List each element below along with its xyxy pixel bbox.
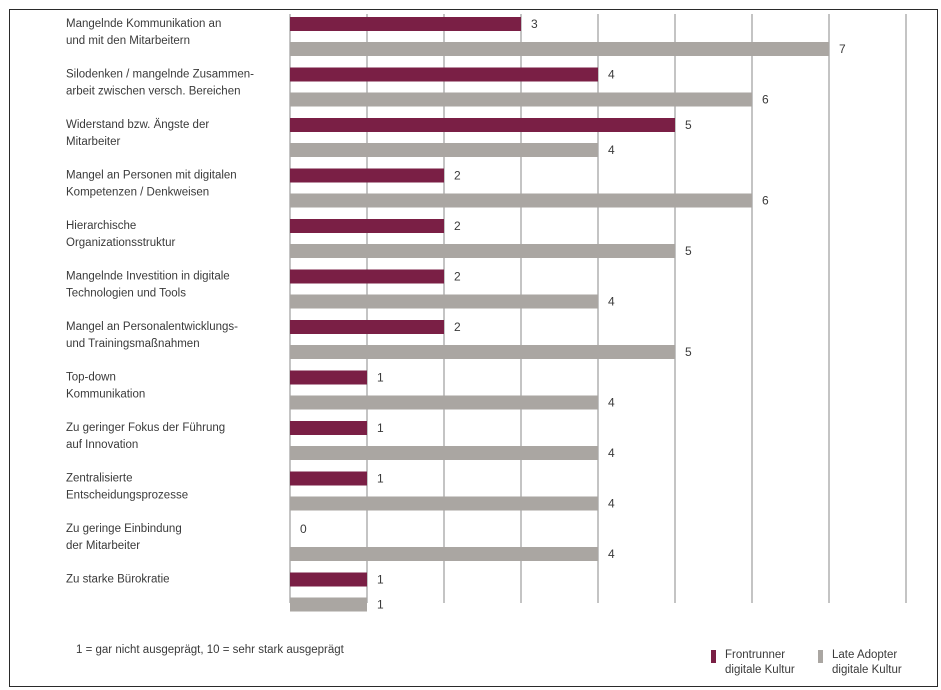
- value-label-late-adopter-2: 4: [608, 143, 615, 157]
- value-label-frontrunner-4: 2: [454, 219, 461, 233]
- category-label-1: Silodenken / mangelnde Zusammen-arbeit z…: [66, 69, 254, 98]
- bar-late-adopter-3: [290, 193, 752, 208]
- bar-late-adopter-5: [290, 294, 598, 309]
- bar-frontrunner-5: [290, 269, 444, 284]
- bar-frontrunner-4: [290, 219, 444, 233]
- category-label-4: Hierarchische Organizationsstruktur: [66, 220, 175, 249]
- bar-frontrunner-0: [290, 17, 521, 31]
- value-label-late-adopter-3: 6: [762, 194, 769, 208]
- value-label-frontrunner-9: 1: [377, 472, 384, 486]
- value-label-frontrunner-11: 1: [377, 573, 384, 587]
- value-label-frontrunner-5: 2: [454, 270, 461, 284]
- value-label-frontrunner-1: 4: [608, 68, 615, 82]
- value-label-late-adopter-5: 4: [608, 295, 615, 309]
- value-label-late-adopter-8: 4: [608, 446, 615, 460]
- bar-chart: Mangelnde Kommunikation an und mit den Mi…: [66, 14, 907, 612]
- bar-frontrunner-3: [290, 168, 444, 183]
- category-label-10: Zu geringe Einbindung der Mitarbeiter: [66, 523, 182, 552]
- value-label-late-adopter-6: 5: [685, 345, 692, 359]
- bar-frontrunner-8: [290, 421, 367, 435]
- value-label-late-adopter-11: 1: [377, 598, 384, 612]
- legend-label-late-adopter-line2: digitale Kultur: [832, 664, 902, 676]
- bar-late-adopter-0: [290, 42, 829, 56]
- value-label-frontrunner-7: 1: [377, 371, 384, 385]
- value-label-frontrunner-8: 1: [377, 421, 384, 435]
- legend-label-late-adopter-line1: Late Adopter: [832, 649, 898, 661]
- bar-late-adopter-10: [290, 547, 598, 561]
- category-label-5: Mangelnde Investition in digitale Technol…: [66, 271, 230, 300]
- bar-late-adopter-11: [290, 597, 367, 612]
- value-label-late-adopter-1: 6: [762, 93, 769, 107]
- value-label-late-adopter-4: 5: [685, 244, 692, 258]
- bar-late-adopter-7: [290, 395, 598, 410]
- bar-late-adopter-9: [290, 496, 598, 511]
- category-label-0: Mangelnde Kommunikation an und mit den Mi…: [66, 18, 221, 47]
- value-label-frontrunner-6: 2: [454, 320, 461, 334]
- value-label-frontrunner-3: 2: [454, 169, 461, 183]
- category-label-9: Zentralisierte Entscheidungsprozesse: [66, 473, 188, 502]
- value-label-late-adopter-10: 4: [608, 547, 615, 561]
- legend-label-frontrunner-line1: Frontrunner: [725, 649, 786, 661]
- value-label-late-adopter-7: 4: [608, 396, 615, 410]
- value-label-late-adopter-0: 7: [839, 42, 846, 56]
- bar-late-adopter-1: [290, 92, 752, 107]
- value-label-late-adopter-9: 4: [608, 497, 615, 511]
- chart-frame: Mangelnde Kommunikation an und mit den Mi…: [9, 9, 938, 687]
- legend-swatch-late-adopter: [818, 650, 823, 663]
- value-label-frontrunner-2: 5: [685, 118, 692, 132]
- value-label-frontrunner-10: 0: [300, 522, 307, 536]
- category-label-7: Top-down Kommunikation: [66, 372, 145, 401]
- bar-frontrunner-9: [290, 471, 367, 486]
- category-label-6: Mangel an Personalentwicklungs-und Train…: [66, 321, 238, 350]
- value-label-frontrunner-0: 3: [531, 17, 538, 31]
- category-label-2: Widerstand bzw. Ängste der Mitarbeiter: [66, 119, 209, 148]
- bar-late-adopter-8: [290, 446, 598, 460]
- legend-swatch-frontrunner: [711, 650, 716, 663]
- legend-label-frontrunner-line2: digitale Kultur: [725, 664, 795, 676]
- bar-frontrunner-2: [290, 118, 675, 132]
- category-label-3: Mangel an Personen mit digitalen Kompeten…: [66, 170, 237, 199]
- bar-frontrunner-6: [290, 320, 444, 334]
- category-label-11: Zu starke Bürokratie: [66, 574, 170, 586]
- bar-frontrunner-1: [290, 67, 598, 82]
- scale-footnote: 1 = gar nicht ausgeprägt, 10 = sehr star…: [76, 644, 344, 656]
- bar-frontrunner-11: [290, 572, 367, 587]
- category-label-8: Zu geringer Fokus der Führung auf Innovat…: [66, 422, 225, 451]
- bar-late-adopter-4: [290, 244, 675, 258]
- bar-late-adopter-6: [290, 345, 675, 359]
- bar-late-adopter-2: [290, 143, 598, 157]
- bar-frontrunner-7: [290, 370, 367, 385]
